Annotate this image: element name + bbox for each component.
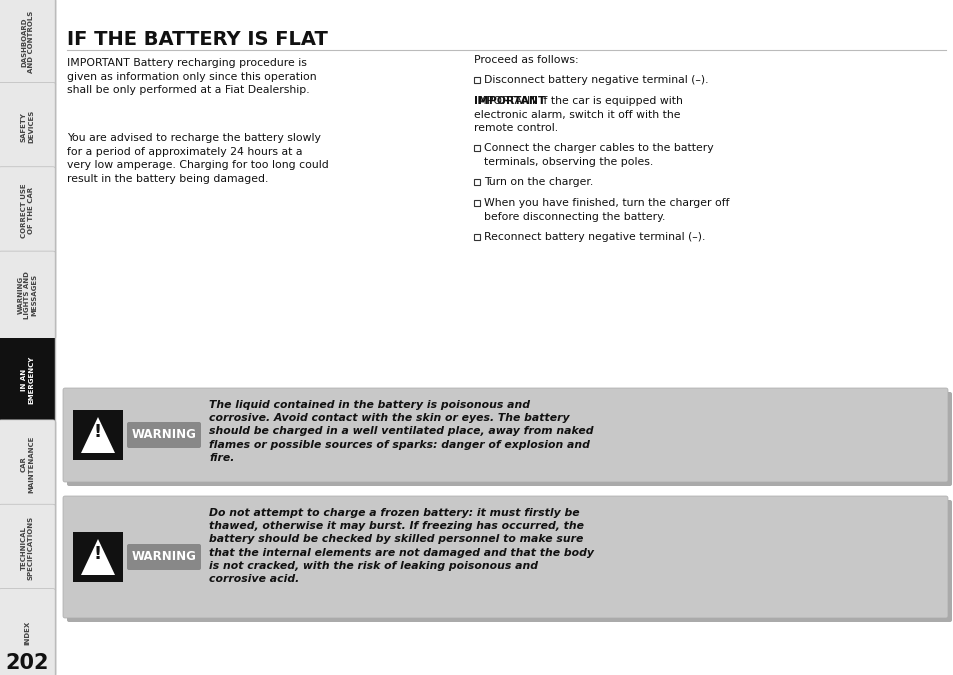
Text: Proceed as follows:: Proceed as follows:: [474, 55, 578, 65]
Text: TECHNICAL
SPECIFICATIONS: TECHNICAL SPECIFICATIONS: [21, 516, 34, 580]
Text: Reconnect battery negative terminal (–).: Reconnect battery negative terminal (–).: [483, 232, 704, 242]
Text: IMPORTANT If the car is equipped with
electronic alarm, switch it off with the
r: IMPORTANT If the car is equipped with el…: [474, 96, 682, 133]
Bar: [73, 532, 123, 582]
FancyBboxPatch shape: [63, 388, 947, 482]
Bar: [0, 338, 55, 422]
Bar: [474, 234, 479, 240]
Polygon shape: [81, 539, 115, 575]
Text: INDEX: INDEX: [25, 621, 30, 645]
FancyBboxPatch shape: [127, 422, 201, 448]
Bar: [474, 179, 479, 185]
Text: !: !: [93, 545, 102, 563]
Text: Connect the charger cables to the battery
terminals, observing the poles.: Connect the charger cables to the batter…: [483, 143, 713, 167]
Bar: [73, 410, 123, 460]
FancyBboxPatch shape: [127, 544, 201, 570]
FancyBboxPatch shape: [0, 420, 56, 508]
Text: IMPORTANT: IMPORTANT: [474, 96, 545, 106]
FancyBboxPatch shape: [0, 504, 56, 593]
FancyBboxPatch shape: [67, 392, 951, 486]
Text: WARNING
LIGHTS AND
MESSAGES: WARNING LIGHTS AND MESSAGES: [17, 271, 37, 319]
Text: 202: 202: [6, 653, 50, 673]
Text: IN AN
EMERGENCY: IN AN EMERGENCY: [21, 356, 34, 404]
FancyBboxPatch shape: [0, 82, 56, 171]
Text: Do not attempt to charge a frozen battery: it must firstly be
thawed, otherwise : Do not attempt to charge a frozen batter…: [209, 508, 594, 584]
Text: You are advised to recharge the battery slowly
for a period of approximately 24 : You are advised to recharge the battery …: [67, 133, 329, 184]
Bar: [474, 145, 479, 151]
FancyBboxPatch shape: [67, 500, 951, 622]
Text: Turn on the charger.: Turn on the charger.: [483, 177, 593, 187]
Text: SAFETY
DEVICES: SAFETY DEVICES: [21, 110, 34, 143]
FancyBboxPatch shape: [0, 167, 56, 255]
Text: DASHBOARD
AND CONTROLS: DASHBOARD AND CONTROLS: [21, 11, 34, 74]
Text: Disconnect battery negative terminal (–).: Disconnect battery negative terminal (–)…: [483, 75, 708, 85]
FancyBboxPatch shape: [0, 0, 56, 86]
Bar: [474, 77, 479, 83]
Text: IMPORTANT Battery recharging procedure is
given as information only since this o: IMPORTANT Battery recharging procedure i…: [67, 58, 316, 95]
FancyBboxPatch shape: [0, 589, 56, 675]
Text: !: !: [93, 423, 102, 441]
Text: CAR
MAINTENANCE: CAR MAINTENANCE: [21, 435, 34, 493]
FancyBboxPatch shape: [0, 251, 56, 340]
Bar: [474, 200, 479, 206]
FancyBboxPatch shape: [63, 496, 947, 618]
Text: When you have finished, turn the charger off
before disconnecting the battery.: When you have finished, turn the charger…: [483, 198, 729, 221]
Text: The liquid contained in the battery is poisonous and
corrosive. Avoid contact wi: The liquid contained in the battery is p…: [209, 400, 593, 463]
Text: CORRECT USE
OF THE CAR: CORRECT USE OF THE CAR: [21, 184, 34, 238]
Text: WARNING: WARNING: [132, 551, 196, 564]
Text: WARNING: WARNING: [132, 429, 196, 441]
Text: IF THE BATTERY IS FLAT: IF THE BATTERY IS FLAT: [67, 30, 328, 49]
Polygon shape: [81, 417, 115, 453]
